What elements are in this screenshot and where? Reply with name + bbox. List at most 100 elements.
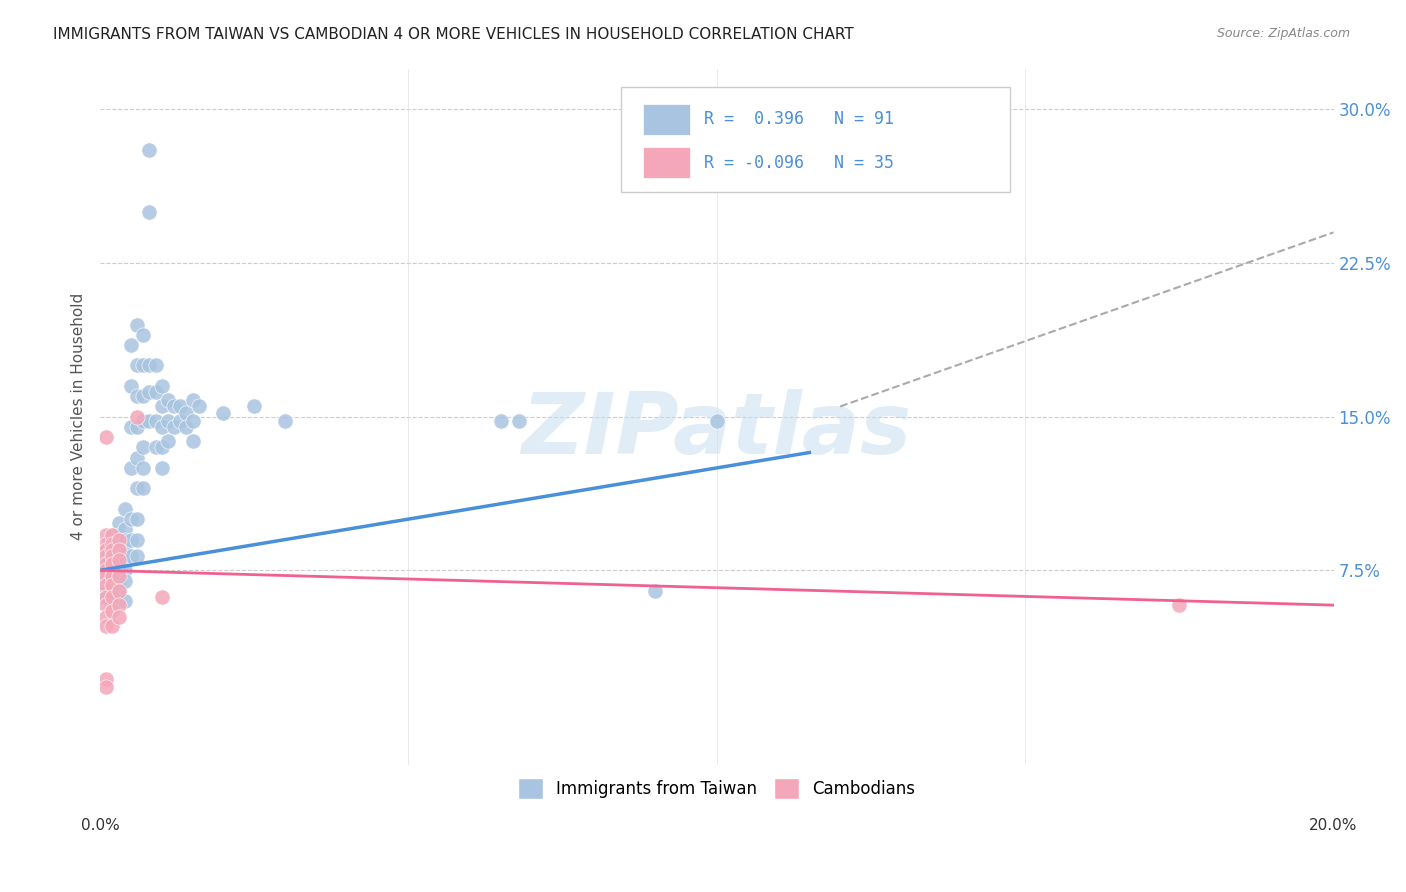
FancyBboxPatch shape [620,87,1011,193]
Point [107,557,129,571]
Point [101,583,124,598]
Point [150,400,173,414]
Point [706,414,728,428]
Point [107,594,129,608]
Point [120,338,142,352]
Point [127,389,149,403]
Point [96,598,118,612]
Point [169,400,191,414]
Point [107,583,129,598]
Point [101,537,124,551]
Point [120,420,142,434]
Point [145,414,167,428]
Point [107,533,129,547]
Point [96,563,118,577]
Point [181,393,204,408]
Point [187,400,209,414]
Point [127,549,149,563]
Point [127,450,149,465]
Point [96,557,118,571]
Point [163,420,186,434]
Point [132,359,155,373]
Point [150,590,173,604]
Point [127,482,149,496]
Point [96,590,118,604]
Point [96,430,118,444]
Point [101,549,124,563]
Point [96,672,118,686]
Point [138,385,160,400]
Point [132,461,155,475]
Text: IMMIGRANTS FROM TAIWAN VS CAMBODIAN 4 OR MORE VEHICLES IN HOUSEHOLD CORRELATION : IMMIGRANTS FROM TAIWAN VS CAMBODIAN 4 OR… [53,27,855,42]
Text: R = -0.096   N = 35: R = -0.096 N = 35 [704,153,894,171]
Point [120,533,142,547]
Point [156,393,179,408]
Point [127,409,149,424]
Point [176,406,198,420]
Point [101,569,124,583]
Point [96,549,118,563]
Point [96,618,118,632]
Point [101,557,124,571]
Point [96,542,118,557]
Point [107,528,129,542]
Point [132,389,155,403]
Point [101,590,124,604]
Point [132,441,155,455]
Point [114,553,136,567]
Point [96,528,118,542]
Point [150,379,173,393]
Point [138,414,160,428]
FancyBboxPatch shape [643,103,690,135]
Point [96,577,118,591]
Point [96,569,118,583]
Point [107,583,129,598]
Text: R =  0.396   N = 91: R = 0.396 N = 91 [704,111,894,128]
Point [114,522,136,536]
Point [145,359,167,373]
Point [107,598,129,612]
Point [107,549,129,563]
Point [101,577,124,591]
Point [120,549,142,563]
Point [138,144,160,158]
Point [176,420,198,434]
Point [132,327,155,342]
Point [96,577,118,591]
Point [120,379,142,393]
Text: Source: ZipAtlas.com: Source: ZipAtlas.com [1216,27,1350,40]
Point [107,537,129,551]
Point [132,414,155,428]
Point [96,680,118,694]
Point [150,420,173,434]
Point [145,441,167,455]
Point [127,512,149,526]
Point [101,542,124,557]
Point [145,385,167,400]
Point [212,406,235,420]
Point [181,434,204,449]
Point [127,420,149,434]
Point [114,594,136,608]
Point [96,610,118,624]
FancyBboxPatch shape [643,147,690,178]
Point [243,400,266,414]
Point [107,542,129,557]
Point [96,583,118,598]
Point [101,557,124,571]
Point [508,414,530,428]
Point [644,583,666,598]
Point [132,482,155,496]
Point [1168,598,1191,612]
Point [127,318,149,332]
Point [114,501,136,516]
Legend: Immigrants from Taiwan, Cambodians: Immigrants from Taiwan, Cambodians [512,772,922,805]
Point [138,205,160,219]
Point [156,414,179,428]
Point [101,528,124,542]
Point [120,461,142,475]
Text: 0.0%: 0.0% [80,818,120,833]
Point [107,516,129,531]
Point [107,542,129,557]
Point [127,533,149,547]
